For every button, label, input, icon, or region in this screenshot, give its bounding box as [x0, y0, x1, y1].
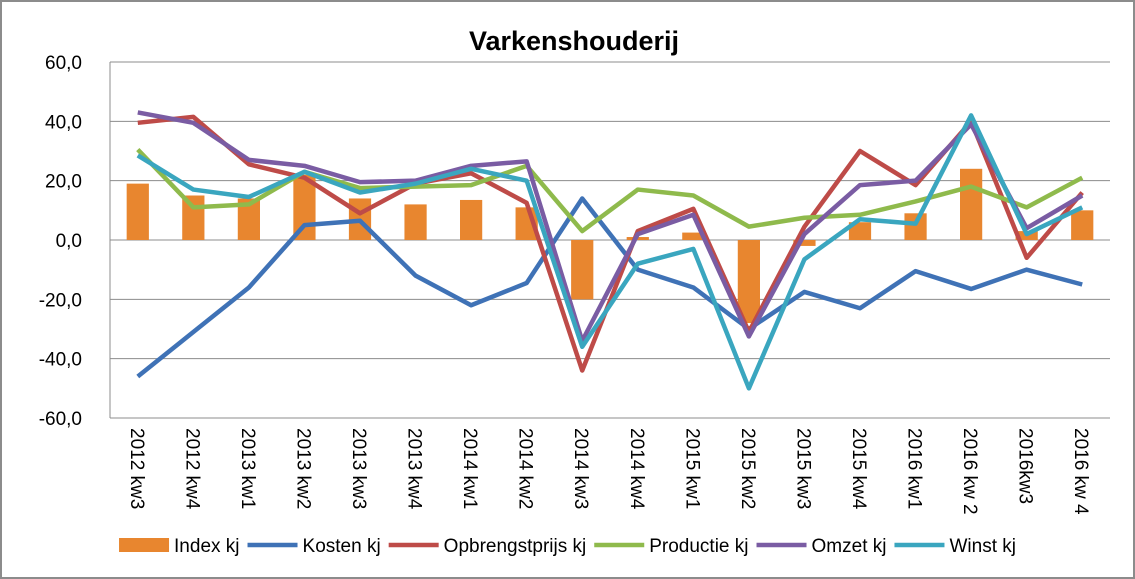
x-tick-label: 2015 kw4 — [848, 428, 869, 510]
line — [136, 113, 1084, 391]
legend-label: Index kj — [174, 536, 239, 557]
bar — [1071, 210, 1094, 240]
x-tick-label: 2015 kw2 — [737, 428, 758, 509]
legend: Index kj Kosten kj Opbrengstprijs kj Produc… — [119, 536, 1016, 557]
x-tick-label: 2012 kw4 — [181, 428, 202, 510]
y-tick-label: 0,0 — [56, 231, 82, 252]
x-tick-label: 2014 kw4 — [626, 428, 647, 510]
y-tick-label: -40,0 — [39, 350, 82, 371]
legend-label: Opbrengstprijs kj — [444, 536, 587, 557]
y-tick-label: 60,0 — [45, 53, 82, 74]
y-tick-label: 40,0 — [45, 112, 82, 133]
x-tick-label: 2014 kw2 — [515, 428, 536, 509]
x-tick-label: 2013 kw3 — [348, 428, 369, 509]
x-tick-label: 2013 kw1 — [237, 428, 258, 509]
x-tick-label: 2012 kw3 — [126, 428, 147, 509]
bar — [737, 240, 760, 324]
legend-label: Productie kj — [649, 536, 748, 557]
x-tick-label: 2015 kw1 — [681, 428, 702, 509]
x-tick-label: 2016 kw1 — [904, 428, 925, 509]
bar — [960, 168, 983, 240]
bar — [126, 183, 149, 240]
bar — [237, 198, 260, 240]
line — [137, 110, 1084, 344]
bar — [682, 232, 705, 240]
legend-label: Omzet kj — [812, 536, 887, 557]
x-tick-label: 2014 kw1 — [459, 428, 480, 509]
bar — [571, 240, 594, 300]
x-tick-label: 2014 kw3 — [570, 428, 591, 509]
x-tick-label: 2016 kw 2 — [959, 428, 980, 515]
legend-label: Winst kj — [949, 536, 1016, 557]
line — [136, 196, 1083, 379]
y-tick-label: -20,0 — [39, 290, 82, 311]
bar — [404, 204, 427, 240]
x-tick-label: 2016kw3 — [1015, 428, 1036, 504]
legend-label: Kosten kj — [303, 536, 381, 557]
bar — [904, 213, 927, 240]
bar — [460, 199, 483, 240]
x-tick-label: 2016 kw 4 — [1070, 428, 1091, 515]
y-tick-label: 20,0 — [45, 172, 82, 193]
bar — [848, 222, 872, 240]
legend-swatch — [119, 538, 170, 552]
x-tick-label: 2015 kw3 — [792, 428, 813, 509]
x-tick-label: 2013 kw2 — [292, 428, 313, 509]
bar — [793, 240, 816, 246]
chart-title: Varkenshouderij — [469, 26, 679, 56]
y-tick-label: -60,0 — [39, 409, 82, 430]
x-tick-label: 2013 kw4 — [404, 428, 425, 510]
